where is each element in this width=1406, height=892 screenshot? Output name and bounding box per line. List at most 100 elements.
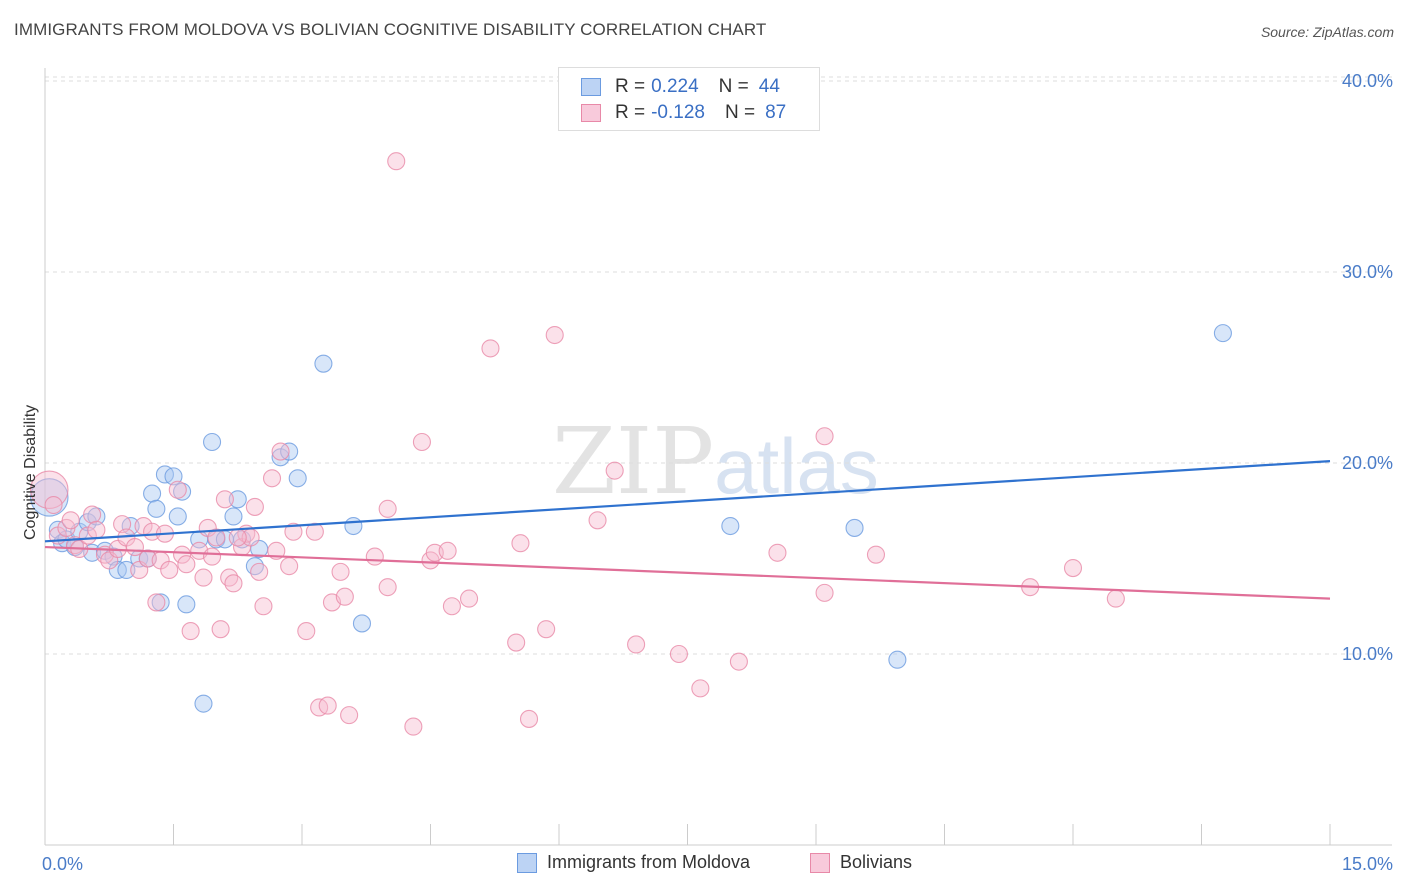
legend-row-moldova: R = 0.224 N = 44 (581, 75, 780, 99)
bolivian-point (815, 427, 834, 446)
moldova-point (203, 432, 222, 452)
legend-swatch-moldova (581, 78, 601, 96)
bolivian-point (588, 511, 607, 530)
legend-r-value: 0.224 (651, 76, 699, 97)
bolivian-point (331, 562, 350, 581)
bolivian-point (254, 597, 273, 616)
legend-n-value: 87 (765, 102, 787, 123)
moldova-point (168, 507, 187, 526)
moldova-point (721, 516, 740, 536)
watermark-zip: ZIP (552, 408, 715, 515)
bolivian-point (340, 706, 359, 725)
bolivian-point (481, 339, 500, 358)
legend-r-label: R = (615, 76, 646, 97)
series-bolivian-points (30, 152, 1125, 736)
bolivian-point (866, 545, 886, 564)
y-tick-label: 30.0% (1342, 262, 1393, 282)
bolivian-point (365, 547, 384, 566)
legend-swatch-bolivian (581, 104, 601, 122)
bolivian-point (605, 461, 624, 480)
moldova-point (194, 694, 213, 713)
bolivian-point (147, 593, 166, 612)
bolivian-point (519, 709, 539, 728)
bolivian-point (262, 469, 282, 488)
bolivian-point (250, 562, 269, 581)
bolivian-point (305, 522, 324, 541)
bolivian-point (207, 528, 226, 547)
series-legend: Immigrants from Moldova Bolivians (0, 852, 1406, 878)
bolivian-point (729, 652, 748, 671)
axes (44, 68, 1392, 846)
bolivian-point (412, 432, 431, 452)
bolivian-point (545, 325, 564, 345)
bolivian-point (44, 495, 63, 515)
bolivian-point (194, 568, 213, 587)
bolivian-point (173, 545, 192, 564)
bolivian-point (404, 717, 423, 736)
legend-row-bolivian: R = -0.128 N = 87 (581, 101, 786, 125)
x-tick-label: 0.0% (42, 854, 83, 874)
legend-n-label: N = (718, 76, 749, 97)
bolivian-point (691, 679, 710, 698)
moldova-point (151, 593, 170, 612)
bolivian-point (160, 560, 179, 580)
bolivian-point (297, 622, 316, 641)
bolivian-point (387, 152, 406, 171)
moldova-point (845, 518, 864, 537)
moldova-point (314, 354, 333, 373)
bolivian-point (211, 620, 230, 639)
legend-label-bolivian: Bolivians (840, 852, 913, 872)
moldova-point (1213, 324, 1232, 343)
y-tick-label: 40.0% (1342, 71, 1393, 91)
moldova-point (228, 490, 247, 509)
bolivian-point (335, 587, 354, 606)
moldova-point (224, 507, 243, 526)
bolivian-point (378, 499, 397, 518)
trend-lines (44, 459, 1331, 600)
trend-line-moldova (44, 459, 1331, 543)
bolivian-point (627, 635, 646, 654)
moldova-point (352, 614, 372, 633)
bolivian-point (284, 522, 303, 541)
legend-n-label: N = (724, 102, 756, 123)
bolivian-point (224, 574, 243, 593)
legend-label-moldova: Immigrants from Moldova (547, 852, 751, 872)
legend-item-moldova[interactable]: Immigrants from Moldova (517, 852, 750, 873)
y-tick-label: 20.0% (1342, 453, 1393, 473)
correlation-legend: R = 0.224 N = 44 R = -0.128 N = 87 (558, 67, 820, 131)
trend-line-bolivian (44, 545, 1331, 600)
bolivian-point (1063, 558, 1083, 578)
watermark: ZIPatlas (552, 408, 879, 515)
tick-labels: 10.0% 20.0% 30.0% 40.0% 0.0% 15.0% (42, 71, 1393, 874)
bolivian-point (228, 528, 247, 547)
bolivian-point (442, 597, 461, 616)
bolivian-point (280, 557, 299, 576)
legend-item-bolivian[interactable]: Bolivians (810, 852, 912, 873)
bolivian-point (768, 543, 787, 562)
moldova-point (177, 595, 196, 614)
bolivian-point (203, 547, 222, 566)
moldova-point (117, 560, 136, 580)
bolivian-point (271, 442, 290, 461)
moldova-point (288, 469, 307, 488)
bolivian-point (215, 490, 234, 509)
legend-swatch-bolivian (810, 852, 830, 873)
y-tick-label: 10.0% (1342, 644, 1393, 664)
chart-title: IMMIGRANTS FROM MOLDOVA VS BOLIVIAN COGN… (14, 20, 767, 39)
bolivian-point (507, 633, 526, 652)
bolivian-point (87, 520, 106, 539)
x-tick-label: 15.0% (1342, 854, 1393, 874)
bolivian-point (61, 511, 80, 530)
moldova-point (888, 650, 907, 669)
bolivian-point (177, 555, 196, 574)
legend-swatch-moldova (517, 852, 537, 873)
bolivian-point (511, 534, 530, 553)
bolivian-point (815, 583, 834, 602)
legend-r-value: -0.128 (651, 102, 705, 123)
bolivian-point (537, 620, 556, 639)
moldova-point (164, 467, 183, 486)
moldova-point (344, 516, 363, 536)
bolivian-point (245, 497, 264, 516)
bolivian-point (378, 578, 397, 597)
